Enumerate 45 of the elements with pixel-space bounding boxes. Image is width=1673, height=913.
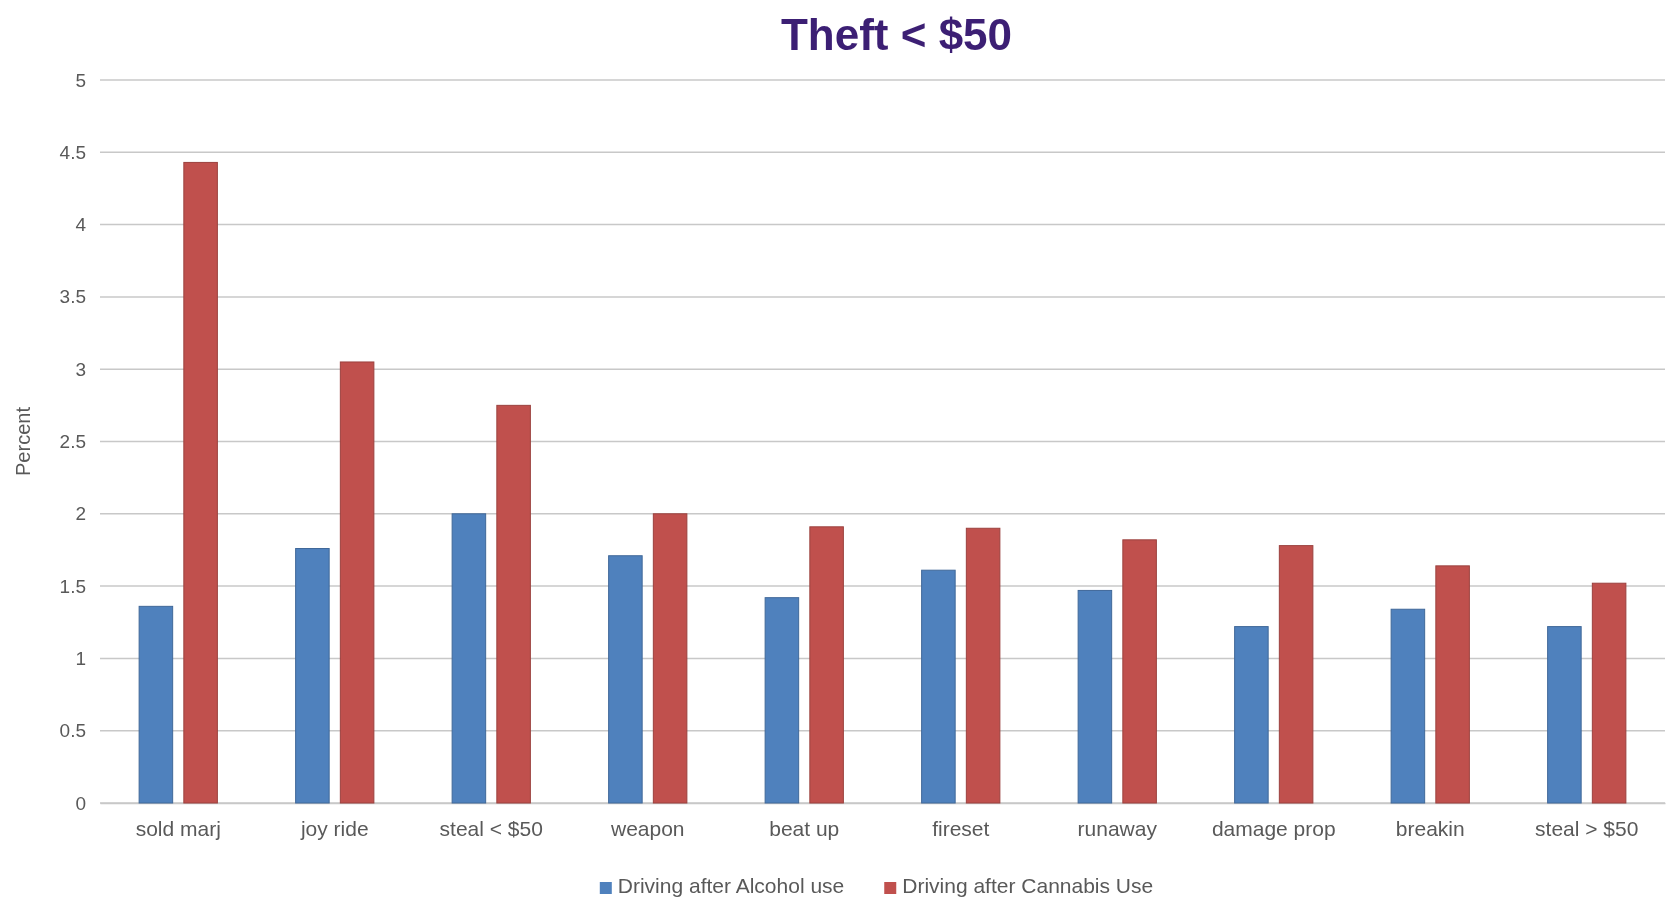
y-tick-label: 1.5 — [59, 575, 86, 597]
y-tick-label: 2 — [75, 503, 86, 525]
x-tick-label: steal > $50 — [1535, 816, 1639, 840]
bar — [1547, 626, 1582, 804]
bar — [339, 361, 375, 804]
y-tick-label: 3 — [75, 358, 86, 380]
x-tick-label: breakin — [1395, 816, 1465, 840]
bar — [1278, 545, 1314, 804]
bar — [295, 548, 330, 804]
bar — [183, 161, 218, 804]
x-tick-label: joy ride — [299, 816, 369, 840]
bar — [451, 513, 487, 804]
x-tick-label: steal < $50 — [439, 816, 543, 840]
bar — [921, 569, 956, 804]
chart-title: Theft < $50 — [780, 10, 1013, 59]
y-tick-label: 0 — [75, 792, 86, 814]
bar — [1591, 582, 1627, 804]
bar — [608, 555, 643, 804]
x-tick-label: weapon — [609, 816, 685, 840]
bar — [1234, 626, 1269, 804]
y-tick-label: 1 — [75, 647, 86, 669]
legend-label: Driving after Alcohol use — [617, 874, 845, 897]
x-tick-label: beat up — [769, 816, 840, 840]
y-tick-label: 0.5 — [59, 720, 86, 742]
bar — [138, 605, 174, 804]
bar — [764, 597, 800, 804]
bar — [496, 404, 531, 804]
bar — [1077, 589, 1113, 804]
legend-label: Driving after Cannabis Use — [902, 874, 1154, 897]
y-tick-label: 4 — [75, 214, 87, 236]
x-tick-label: sold marj — [135, 816, 221, 840]
y-axis-title: Percent — [12, 406, 34, 476]
bar — [652, 513, 688, 804]
y-tick-label: 2.5 — [59, 431, 86, 453]
bar — [965, 527, 1001, 804]
y-tick-label: 4.5 — [59, 141, 86, 163]
y-tick-label: 5 — [75, 69, 86, 91]
bar — [1390, 608, 1426, 804]
x-tick-label: damage prop — [1211, 816, 1336, 840]
x-tick-label: runaway — [1077, 816, 1158, 840]
bar — [1122, 539, 1157, 804]
bar — [809, 526, 844, 804]
y-tick-label: 3.5 — [59, 286, 86, 308]
x-tick-label: fireset — [932, 816, 990, 840]
bar — [1435, 565, 1470, 804]
